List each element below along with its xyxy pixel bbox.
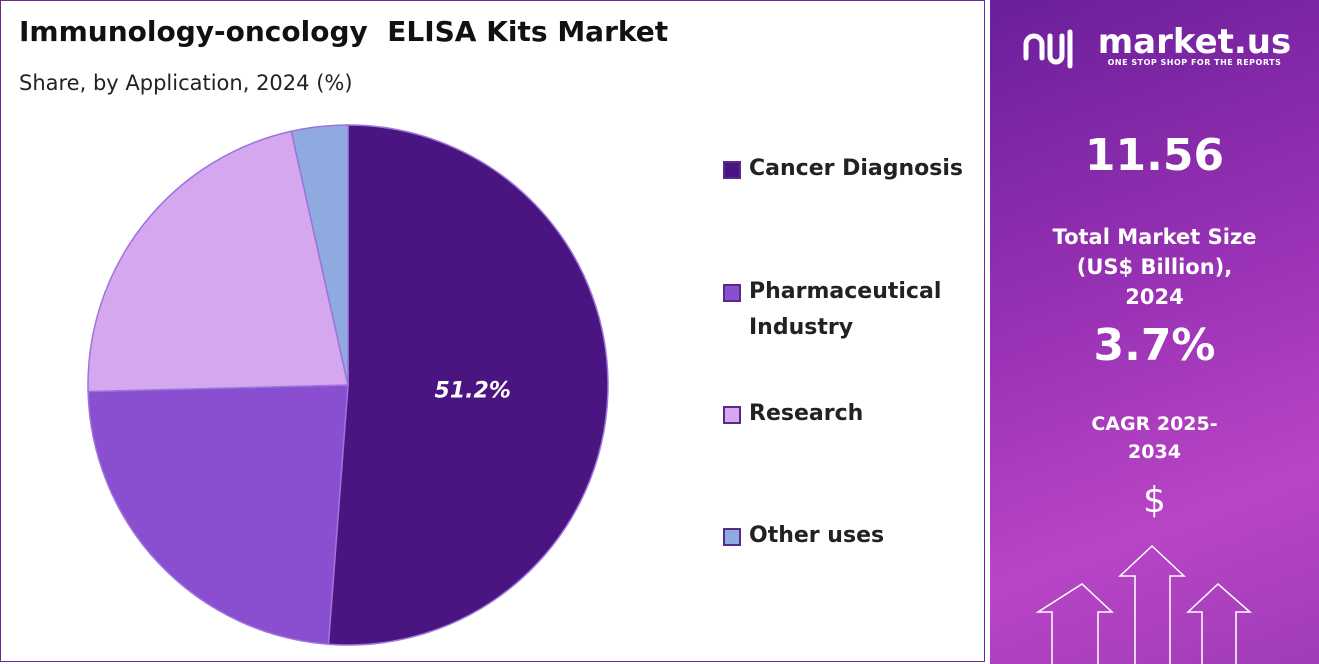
legend-item: Cancer Diagnosis	[723, 151, 973, 187]
legend-item: Research	[723, 396, 973, 432]
pie-slice	[327, 124, 609, 646]
brand: market.us	[1097, 22, 1292, 62]
pie-slice	[87, 384, 349, 646]
chart-subtitle: Share, by Application, 2024 (%)	[19, 71, 353, 95]
logo-icon	[1023, 29, 1073, 69]
legend-label: Pharmaceutical Industry	[749, 279, 942, 340]
pie-slice	[87, 130, 349, 393]
cagr: 3.7%	[1093, 320, 1216, 371]
market-size-label: Total Market Size (US$ Billion), 2024	[1052, 225, 1257, 309]
panel-decor	[1023, 29, 1252, 664]
legend-item: Other uses	[723, 518, 973, 554]
legend-swatch	[723, 406, 741, 424]
legend-label: Other uses	[749, 523, 885, 548]
chart-title: Immunology-oncology ELISA Kits Market	[19, 15, 669, 48]
side-panel: market.us ONE STOP SHOP FOR THE REPORTS …	[990, 0, 1319, 664]
pie-chart: 51.2%	[87, 124, 609, 646]
currency-symbol: $	[1143, 480, 1166, 521]
legend-label: Research	[749, 401, 864, 426]
cagr-label: CAGR 2025-2034	[1091, 413, 1218, 463]
legend-item: Pharmaceutical Industry	[723, 274, 973, 346]
legend-label: Cancer Diagnosis	[749, 156, 964, 181]
tagline: ONE STOP SHOP FOR THE REPORTS	[1107, 58, 1282, 67]
legend-swatch	[723, 528, 741, 546]
legend-swatch	[723, 161, 741, 179]
chart-area: Immunology-oncology ELISA Kits Market Sh…	[0, 0, 985, 662]
legend-swatch	[723, 284, 741, 302]
arrows-decor	[1035, 544, 1252, 664]
pie-slice	[290, 124, 349, 386]
data-label: 51.2%	[435, 379, 511, 404]
market-size: 11.56	[1084, 130, 1225, 181]
